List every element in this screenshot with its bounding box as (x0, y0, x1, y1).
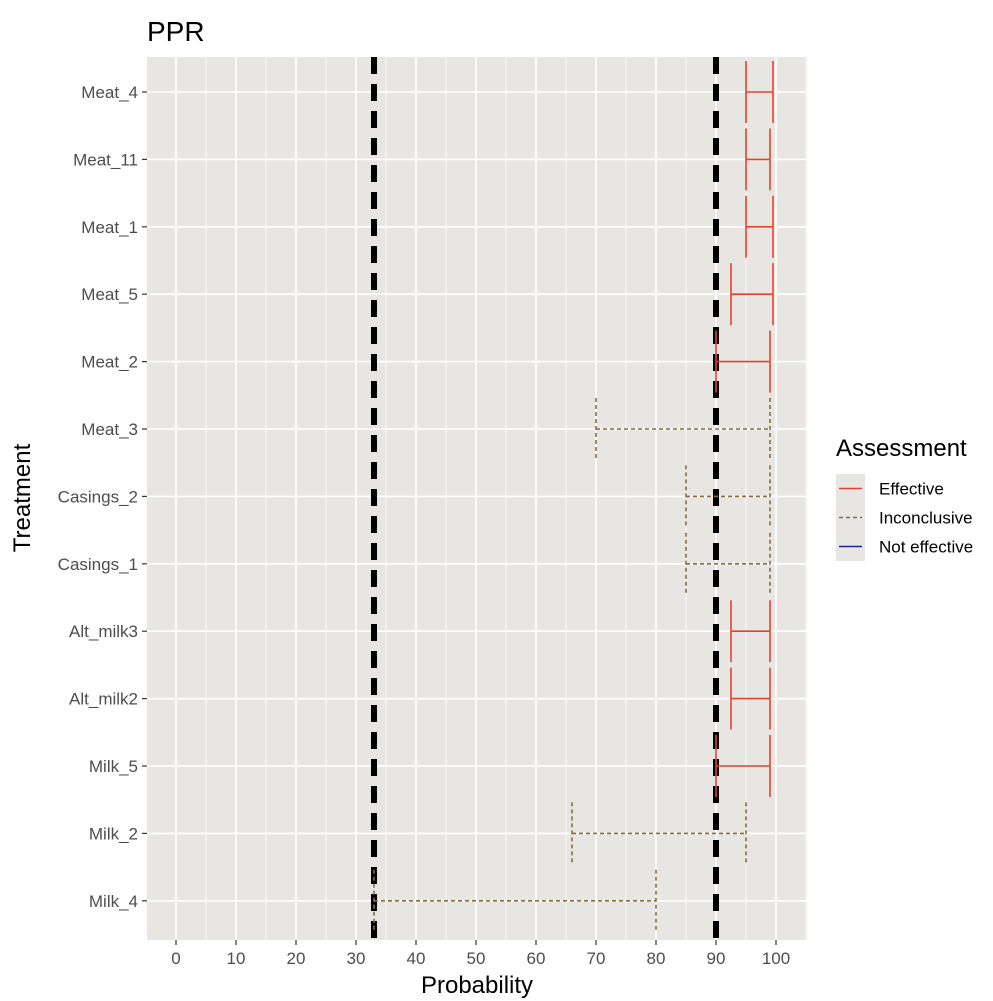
x-tick-label: 90 (707, 949, 726, 968)
errorbar-Meat_11 (745, 128, 771, 191)
errorbar-Milk_2 (571, 802, 747, 865)
x-tick-label: 50 (467, 949, 486, 968)
y-tick-label: Meat_11 (73, 150, 138, 169)
y-tick-label: Alt_milk2 (69, 690, 138, 709)
errorbar-Milk_4 (373, 869, 657, 932)
errorbar-Casings_2 (685, 465, 771, 528)
x-axis: 0 10 20 30 40 50 60 70 80 90 100 (171, 940, 790, 968)
errorbar-Meat_2 (715, 330, 771, 393)
y-axis: Meat_4 Meat_11 Meat_1 Meat_5 Meat_2 Meat_3 Cas… (58, 83, 147, 911)
legend-title: Assessment (836, 435, 967, 462)
x-tick-label: 70 (587, 949, 606, 968)
errorbar-Casings_1 (685, 532, 771, 595)
x-tick-label: 80 (647, 949, 666, 968)
legend-item-effective: Effective (836, 474, 944, 503)
errorbar-Meat_4 (745, 61, 774, 123)
y-tick-label: Alt_milk3 (69, 622, 138, 641)
errorbar-Meat_5 (730, 263, 774, 326)
y-tick-label: Meat_4 (81, 83, 138, 102)
interval-bars (373, 61, 774, 932)
plot-panel (147, 57, 807, 940)
y-tick-label: Milk_4 (89, 892, 138, 911)
y-tick-label: Meat_1 (81, 218, 138, 237)
errorbar-Alt_milk2 (730, 667, 771, 730)
x-tick-label: 20 (287, 949, 306, 968)
legend-label: Not effective (879, 538, 973, 557)
x-tick-label: 40 (407, 949, 426, 968)
x-tick-label: 60 (527, 949, 546, 968)
chart-title: PPR (147, 16, 205, 47)
y-tick-label: Meat_2 (81, 353, 138, 372)
x-tick-label: 30 (347, 949, 366, 968)
legend: Assessment Effective Inconclusive Not effe… (836, 435, 973, 561)
y-tick-label: Meat_5 (81, 285, 138, 304)
errorbar-Meat_3 (595, 398, 771, 460)
errorbar-Meat_1 (745, 195, 774, 258)
errorbar-Milk_5 (715, 735, 771, 797)
x-tick-label: 10 (227, 949, 246, 968)
errorbar-Alt_milk3 (730, 600, 771, 663)
legend-item-not-effective: Not effective (836, 532, 973, 561)
y-tick-label: Milk_2 (89, 824, 138, 843)
y-tick-label: Casings_2 (58, 487, 138, 506)
y-tick-label: Milk_5 (89, 757, 138, 776)
legend-item-inconclusive: Inconclusive (836, 503, 973, 532)
legend-label: Inconclusive (879, 509, 973, 528)
y-tick-label: Casings_1 (58, 555, 138, 574)
x-tick-label: 0 (171, 949, 180, 968)
x-axis-title: Probability (421, 972, 533, 999)
y-tick-label: Meat_3 (81, 420, 138, 439)
legend-label: Effective (879, 480, 944, 499)
x-tick-label: 100 (762, 949, 790, 968)
y-axis-title: Treatment (9, 443, 36, 552)
